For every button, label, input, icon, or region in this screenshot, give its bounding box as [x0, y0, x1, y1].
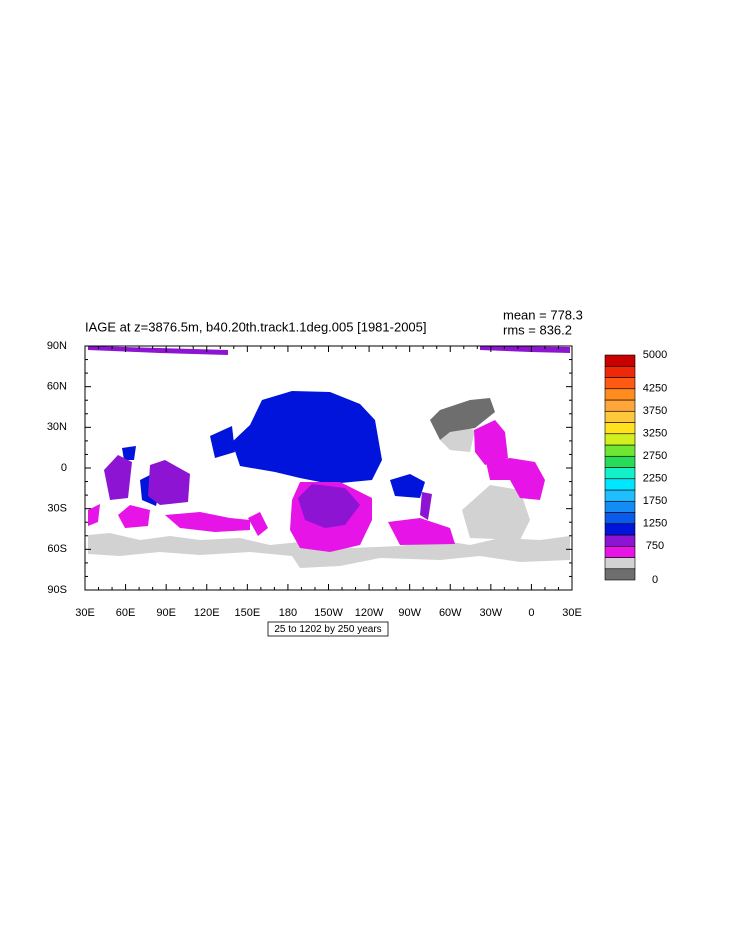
subtitle-box [267, 621, 389, 637]
colorbar-box [604, 433, 636, 446]
colorbar-label: 5000 [643, 349, 667, 361]
x-tick-label: 120E [194, 607, 220, 619]
y-tick-label: 90S [47, 584, 67, 596]
colorbar-box [604, 365, 636, 378]
x-tick-label: 90W [398, 607, 421, 619]
colorbar-label: 2250 [643, 473, 667, 485]
x-tick-label: 180 [279, 607, 297, 619]
mean-label: mean = 778.3 [503, 307, 583, 322]
colorbar-label: 750 [646, 540, 664, 552]
y-tick-label: 30N [47, 421, 67, 433]
y-tick-label: 60N [47, 381, 67, 393]
x-tick-label: 150E [234, 607, 260, 619]
map-fill [88, 346, 570, 568]
y-tick-label: 90N [47, 340, 67, 352]
x-tick-label: 60W [439, 607, 462, 619]
x-tick-label: 120W [355, 607, 384, 619]
colorbar-box [604, 410, 636, 423]
colorbar-label: 4250 [643, 383, 667, 395]
colorbar-box [604, 557, 636, 570]
colorbar-box [604, 500, 636, 513]
colorbar-box [604, 467, 636, 480]
colorbar-label: 3750 [643, 405, 667, 417]
colorbar-box [604, 354, 636, 367]
x-tick-label: 150W [314, 607, 343, 619]
colorbar-box [604, 422, 636, 435]
colorbar-box [604, 523, 636, 536]
y-tick-label: 60S [47, 543, 67, 555]
colorbar-label: 1250 [643, 518, 667, 530]
colorbar-label: 0 [652, 574, 658, 586]
colorbar-box [604, 489, 636, 502]
y-tick-label: 30S [47, 503, 67, 515]
colorbar-box [604, 455, 636, 468]
x-tick-label: 30W [480, 607, 503, 619]
x-tick-label: 30E [562, 607, 582, 619]
x-tick-label: 0 [528, 607, 534, 619]
colorbar-box [604, 512, 636, 525]
x-tick-label: 90E [156, 607, 176, 619]
colorbar-box [604, 545, 636, 558]
colorbar-label: 2750 [643, 450, 667, 462]
colorbar-box [604, 478, 636, 491]
colorbar-box [604, 377, 636, 390]
y-tick-label: 0 [61, 462, 67, 474]
colorbar-box [604, 534, 636, 547]
colorbar-box [604, 399, 636, 412]
chart-title: IAGE at z=3876.5m, b40.20th.track1.1deg.… [85, 319, 427, 334]
colorbar-label: 3250 [643, 428, 667, 440]
rms-label: rms = 836.2 [503, 322, 572, 337]
colorbar-label: 1750 [643, 495, 667, 507]
subtitle: 25 to 1202 by 250 years [274, 624, 381, 635]
x-tick-label: 60E [116, 607, 136, 619]
x-tick-label: 30E [75, 607, 95, 619]
colorbar-box [604, 568, 636, 581]
colorbar-box [604, 388, 636, 401]
colorbar-box [604, 444, 636, 457]
